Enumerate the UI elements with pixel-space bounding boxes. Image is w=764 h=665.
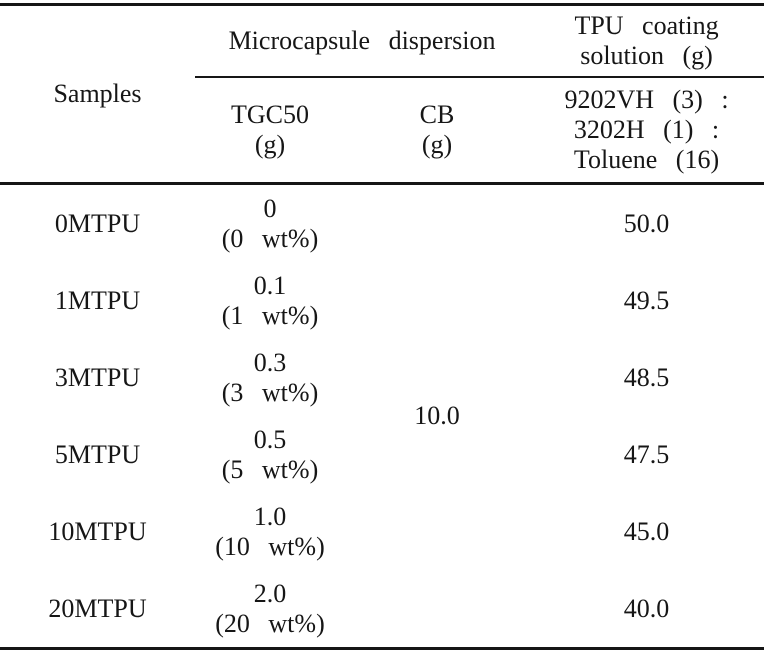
table-row: 3MTPU 0.3 (3 wt%) 48.5 — [0, 339, 764, 416]
tpu-cell: 48.5 — [623, 362, 670, 392]
sample-cell: 5MTPU — [54, 439, 141, 469]
sample-cell: 10MTPU — [48, 516, 147, 546]
tgc50-cell: 0.5 (5 wt%) — [221, 424, 319, 484]
tgc50-subheader: TGC50 (g) — [195, 77, 345, 185]
header-sub-row: TGC50 (g) CB (g) 9202VH (3) : 3202H (1) … — [0, 77, 764, 185]
table-body: 0MTPU 0 (0 wt%) 10.0 50.0 1MTPU 0.1 (1 w… — [0, 184, 764, 649]
table-row: 10MTPU 1.0 (10 wt%) 45.0 — [0, 493, 764, 570]
tgc50-cell: 0.3 (3 wt%) — [221, 347, 319, 407]
tgc50-cell: 1.0 (10 wt%) — [215, 501, 325, 561]
sample-cell: 1MTPU — [54, 285, 141, 315]
cb-subheader: CB (g) — [345, 77, 530, 185]
tpu-cell: 40.0 — [623, 593, 670, 623]
table-row: 20MTPU 2.0 (20 wt%) 40.0 — [0, 570, 764, 649]
tpu-cell: 45.0 — [623, 516, 670, 546]
samples-header: Samples — [0, 4, 195, 185]
formulation-table: Samples Microcapsule dispersion TPU coat… — [0, 3, 764, 650]
tgc50-cell: 2.0 (20 wt%) — [215, 578, 325, 638]
sample-cell: 3MTPU — [54, 362, 141, 392]
header-group-row: Samples Microcapsule dispersion TPU coat… — [0, 4, 764, 185]
tgc50-cell: 0 (0 wt%) — [221, 193, 319, 253]
tgc50-cell: 0.1 (1 wt%) — [221, 270, 319, 330]
tpu-ratio-subheader: 9202VH (3) : 3202H (1) : Toluene (16) — [529, 77, 764, 185]
sample-cell: 20MTPU — [48, 593, 147, 623]
table-row: 1MTPU 0.1 (1 wt%) 49.5 — [0, 262, 764, 339]
tpu-cell: 49.5 — [623, 285, 670, 315]
table-row: 5MTPU 0.5 (5 wt%) 47.5 — [0, 416, 764, 493]
tpu-cell: 47.5 — [623, 439, 670, 469]
tpu-cell: 50.0 — [623, 208, 670, 238]
table-row: 0MTPU 0 (0 wt%) 10.0 50.0 — [0, 184, 764, 431]
table-header: Samples Microcapsule dispersion TPU coat… — [0, 4, 764, 185]
tpu-coating-header: TPU coating solution (g) — [529, 4, 764, 78]
sample-cell: 0MTPU — [54, 208, 141, 238]
microcapsule-dispersion-header: Microcapsule dispersion — [195, 4, 530, 78]
cb-merged-cell: 10.0 — [414, 401, 460, 430]
